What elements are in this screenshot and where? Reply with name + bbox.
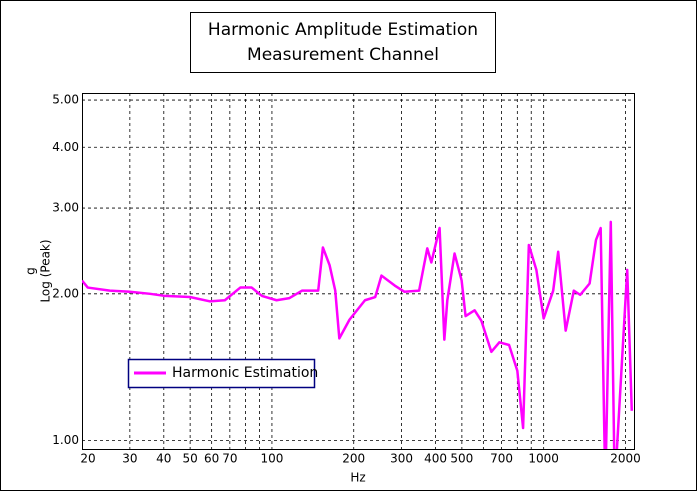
- x-tick-label: 20: [80, 452, 95, 466]
- x-tick-label: 300: [390, 452, 413, 466]
- x-tick-label: 30: [122, 452, 137, 466]
- x-tick-label: 400: [424, 452, 447, 466]
- y-tick-label: 1.00: [52, 433, 79, 447]
- x-tick-label: 100: [260, 452, 283, 466]
- plot-area: [82, 93, 635, 450]
- x-tick-label: 2000: [610, 452, 641, 466]
- title-box: [190, 12, 496, 73]
- chart-title: Harmonic Amplitude Estimation: [208, 20, 478, 40]
- x-tick-label: 70: [222, 452, 237, 466]
- x-tick-label: 40: [156, 452, 171, 466]
- y-axis-unit: g: [24, 267, 38, 275]
- legend-label: Harmonic Estimation: [172, 365, 318, 381]
- x-tick-label: 500: [450, 452, 473, 466]
- x-tick-label: 1000: [528, 452, 559, 466]
- x-tick-label: 50: [182, 452, 197, 466]
- y-tick-label: 5.00: [52, 93, 79, 107]
- y-tick-label: 4.00: [52, 140, 79, 154]
- y-tick-label: 2.00: [52, 286, 79, 300]
- x-tick-label: 200: [342, 452, 365, 466]
- y-tick-label: 3.00: [52, 201, 79, 215]
- chart-subtitle: Measurement Channel: [247, 45, 439, 65]
- series-line: [82, 220, 634, 449]
- y-axis-label: Log (Peak): [39, 239, 53, 302]
- x-tick-label: 700: [490, 452, 513, 466]
- x-tick-label: 60: [204, 452, 219, 466]
- x-axis-label: Hz: [350, 471, 365, 485]
